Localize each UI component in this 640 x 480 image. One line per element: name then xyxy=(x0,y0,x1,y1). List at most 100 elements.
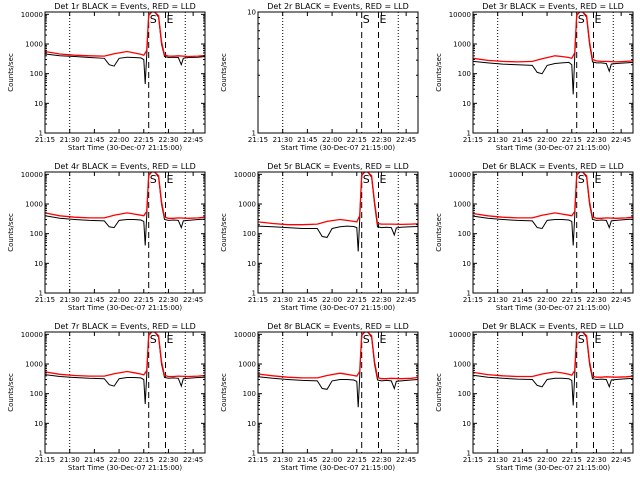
x-axis-label: Start Time (30-Dec-07 21:15:00) xyxy=(496,464,610,472)
panel-title: Det 5r BLACK = Events, RED = LLD xyxy=(267,162,409,171)
x-tick-label: 21:15 xyxy=(35,456,55,464)
series-events xyxy=(473,332,633,406)
panel-det-1r: Det 1r BLACK = Events, RED = LLD S E 21:15 2… xyxy=(7,2,206,152)
x-tick-label: 21:30 xyxy=(488,456,508,464)
event-label-e: E xyxy=(594,173,601,186)
x-axis-label: Start Time (30-Dec-07 21:15:00) xyxy=(281,144,395,152)
plot-frame xyxy=(472,11,634,134)
y-tick-label: 100 xyxy=(243,230,256,238)
x-tick-label: 21:30 xyxy=(488,136,508,144)
series-lld xyxy=(45,332,205,378)
y-tick-label: 1000 xyxy=(25,201,43,209)
event-label-e: E xyxy=(379,13,386,26)
x-tick-label: 21:30 xyxy=(488,296,508,304)
x-tick-label: 22:00 xyxy=(537,136,557,144)
y-tick-label: 100 xyxy=(458,70,471,78)
series-events xyxy=(258,332,418,408)
y-tick-label: 1 xyxy=(39,450,43,458)
panel-det-8r: Det 8r BLACK = Events, RED = LLD S E 21:15 2… xyxy=(220,322,419,472)
panel-det-3r: Det 3r BLACK = Events, RED = LLD S E 21:15 2… xyxy=(435,2,634,152)
x-tick-label: 22:00 xyxy=(537,296,557,304)
x-tick-label: 21:30 xyxy=(273,296,293,304)
x-tick-label: 22:30 xyxy=(586,296,606,304)
x-tick-label: 22:15 xyxy=(134,296,154,304)
plot-frame xyxy=(472,171,634,294)
x-tick-label: 22:15 xyxy=(562,456,582,464)
y-axis-label: Counts/sec xyxy=(435,213,443,252)
panel-det-4r: Det 4r BLACK = Events, RED = LLD S E 21:15 2… xyxy=(7,162,206,312)
event-label-s: S xyxy=(578,13,585,26)
event-label-s: S xyxy=(578,173,585,186)
x-tick-label: 22:00 xyxy=(109,296,129,304)
plot-frame xyxy=(257,171,419,294)
y-tick-label: 100 xyxy=(243,390,256,398)
panel-title: Det 2r BLACK = Events, RED = LLD xyxy=(267,2,409,11)
series-events xyxy=(45,12,205,85)
event-label-s: S xyxy=(363,333,370,346)
series-events xyxy=(45,332,205,405)
y-tick-label: 1000 xyxy=(453,361,471,369)
x-tick-label: 22:45 xyxy=(396,456,416,464)
x-tick-label: 21:30 xyxy=(60,136,80,144)
y-tick-label: 1 xyxy=(467,450,471,458)
event-label-s: S xyxy=(150,333,157,346)
y-tick-label: 10 xyxy=(34,260,43,268)
y-axis-label: Counts/sec xyxy=(7,53,15,92)
y-tick-label: 1000 xyxy=(453,41,471,49)
x-tick-label: 21:45 xyxy=(297,456,317,464)
x-tick-label: 22:30 xyxy=(371,456,391,464)
series-events xyxy=(45,172,205,246)
x-tick-label: 22:15 xyxy=(562,296,582,304)
plot-frame xyxy=(44,11,206,134)
x-tick-label: 22:30 xyxy=(158,136,178,144)
series-lld xyxy=(45,12,205,58)
y-tick-label: 10 xyxy=(462,420,471,428)
y-tick-label: 10000 xyxy=(234,171,256,179)
plot-frame xyxy=(44,331,206,454)
event-label-e: E xyxy=(594,13,601,26)
y-tick-label: 100 xyxy=(30,390,43,398)
x-tick-label: 22:45 xyxy=(611,296,631,304)
y-axis-label: Counts/sec xyxy=(7,213,15,252)
panel-title: Det 3r BLACK = Events, RED = LLD xyxy=(482,2,624,11)
x-tick-label: 22:00 xyxy=(109,136,129,144)
series-lld xyxy=(258,172,418,226)
panel-title: Det 1r BLACK = Events, RED = LLD xyxy=(54,2,196,11)
y-tick-label: 1 xyxy=(467,290,471,298)
x-tick-label: 21:15 xyxy=(463,136,483,144)
x-tick-label: 21:15 xyxy=(248,136,268,144)
y-tick-label: 10 xyxy=(462,260,471,268)
panel-det-6r: Det 6r BLACK = Events, RED = LLD S E 21:15 2… xyxy=(435,162,634,312)
y-tick-label: 1 xyxy=(252,450,256,458)
x-tick-label: 22:45 xyxy=(611,136,631,144)
x-axis-label: Start Time (30-Dec-07 21:15:00) xyxy=(496,144,610,152)
series-events xyxy=(473,172,633,246)
y-tick-label: 10 xyxy=(247,9,256,17)
y-tick-label: 100 xyxy=(30,230,43,238)
plot-frame xyxy=(472,331,634,454)
series-lld xyxy=(473,332,633,378)
event-label-e: E xyxy=(379,333,386,346)
panel-title: Det 7r BLACK = Events, RED = LLD xyxy=(54,322,196,331)
x-tick-label: 22:15 xyxy=(347,136,367,144)
plot-frame xyxy=(44,171,206,294)
x-tick-label: 22:00 xyxy=(537,456,557,464)
y-tick-label: 10 xyxy=(247,260,256,268)
plot-frame xyxy=(257,331,419,454)
x-tick-label: 21:45 xyxy=(84,296,104,304)
x-tick-label: 21:30 xyxy=(273,456,293,464)
x-axis-label: Start Time (30-Dec-07 21:15:00) xyxy=(496,304,610,312)
series-lld xyxy=(473,172,633,219)
x-tick-label: 21:45 xyxy=(512,456,532,464)
x-axis-label: Start Time (30-Dec-07 21:15:00) xyxy=(281,304,395,312)
y-tick-label: 1 xyxy=(39,290,43,298)
x-tick-label: 21:15 xyxy=(463,296,483,304)
x-tick-label: 21:45 xyxy=(84,136,104,144)
y-tick-label: 10000 xyxy=(21,171,43,179)
y-tick-label: 10000 xyxy=(449,171,471,179)
event-label-e: E xyxy=(166,173,173,186)
x-axis-label: Start Time (30-Dec-07 21:15:00) xyxy=(68,464,182,472)
panel-det-9r: Det 9r BLACK = Events, RED = LLD S E 21:15 2… xyxy=(435,322,634,472)
x-tick-label: 22:15 xyxy=(134,136,154,144)
